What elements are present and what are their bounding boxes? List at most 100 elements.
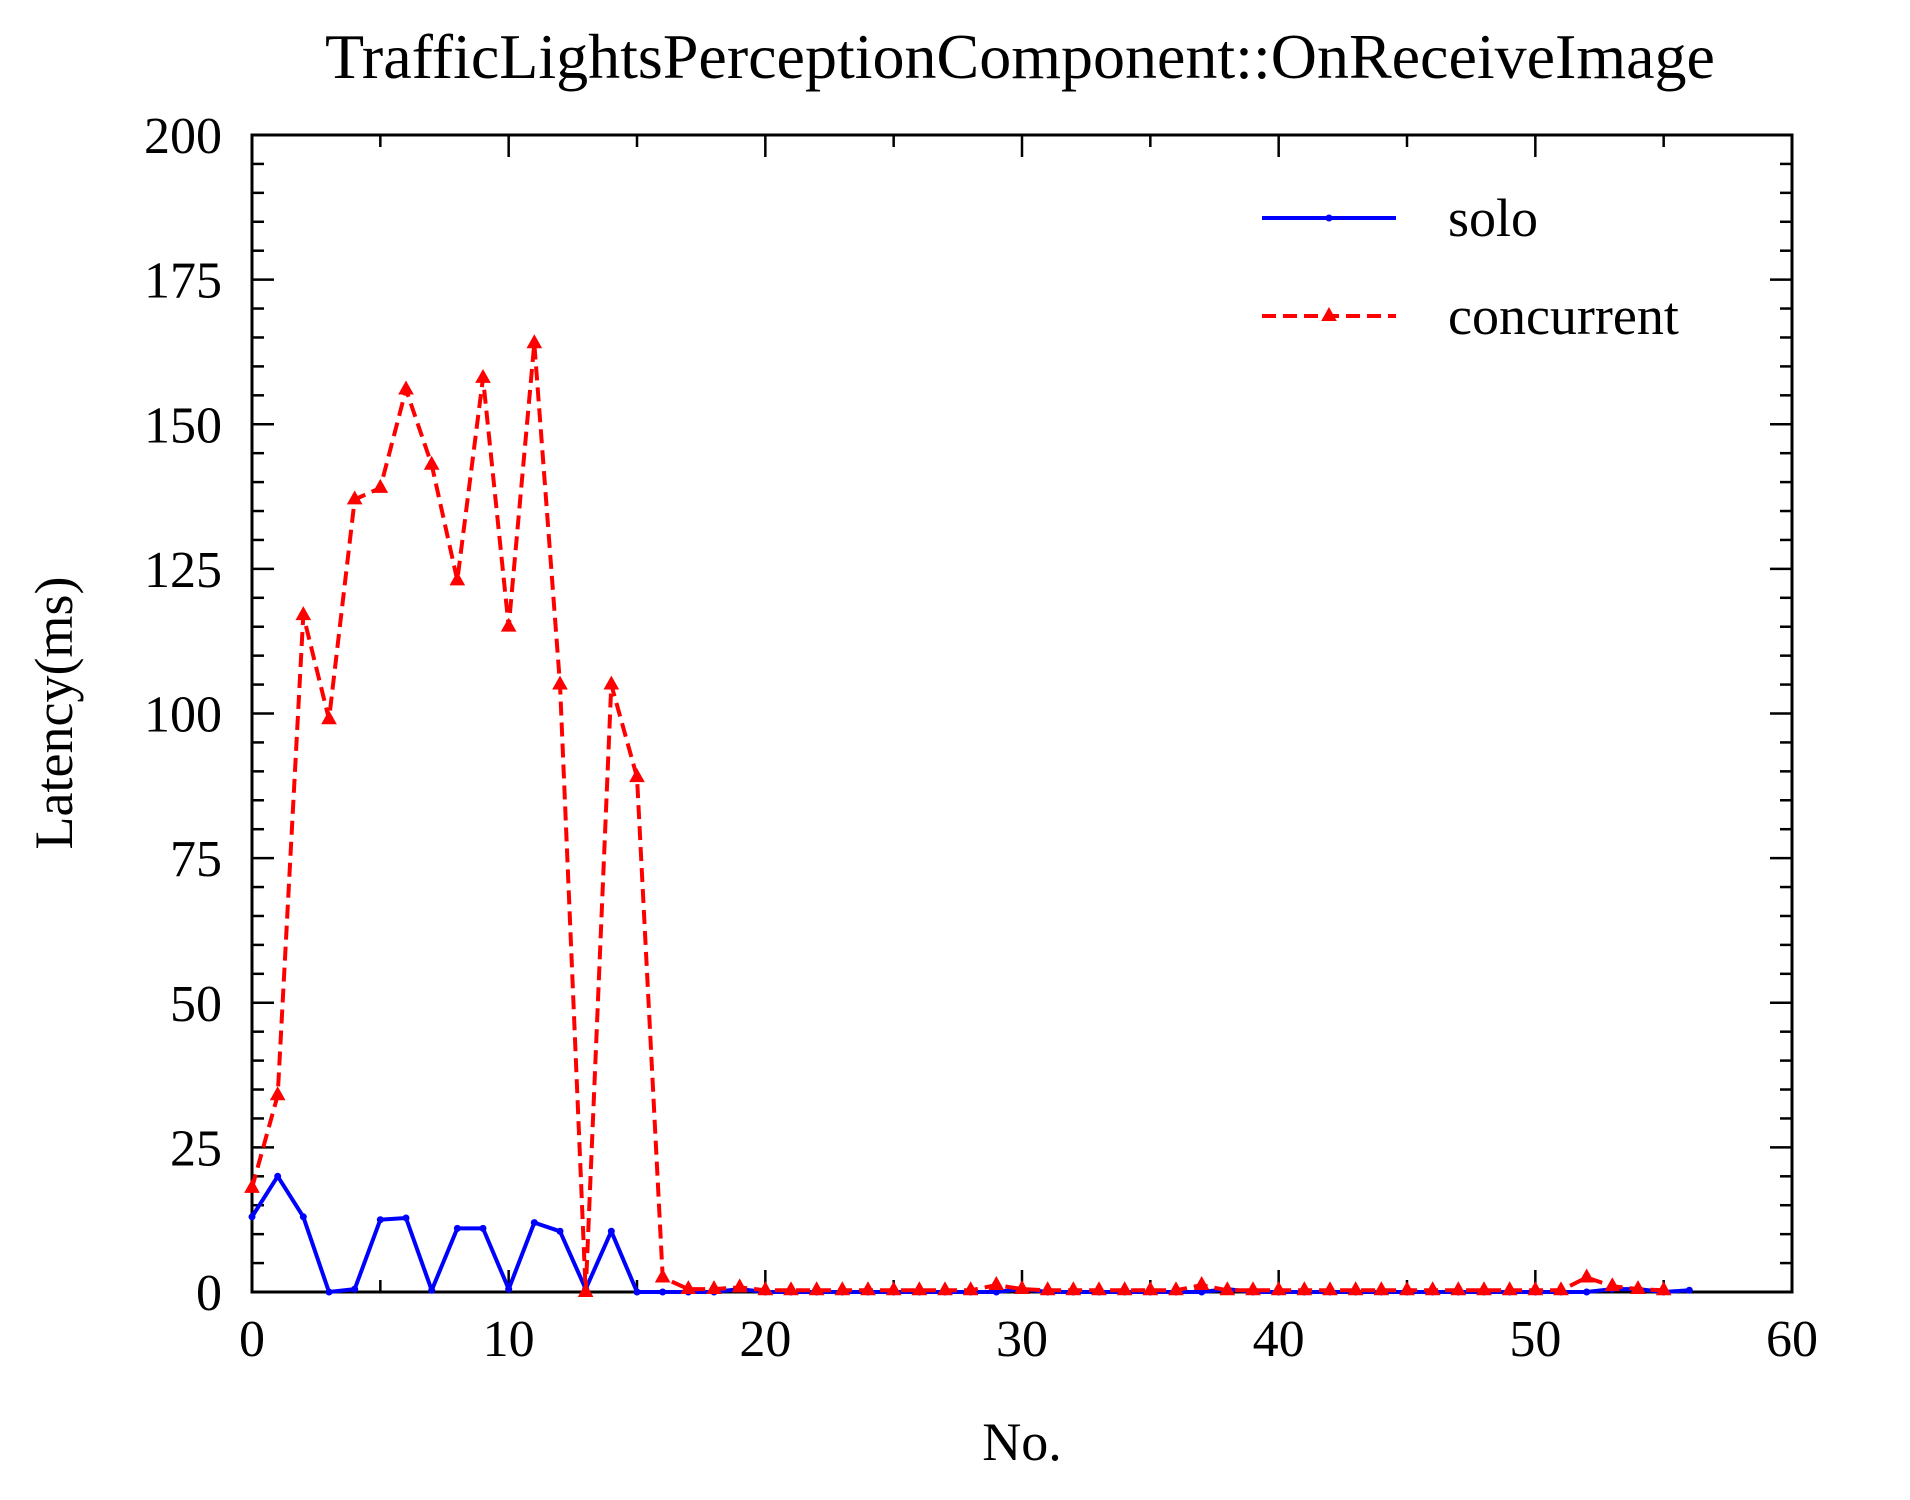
data-point-concurrent [860,1281,876,1296]
series-layer [244,334,1693,1297]
series-solo [248,1172,1693,1296]
data-point-concurrent [1424,1281,1441,1296]
data-point-concurrent [680,1280,697,1295]
data-point-solo [325,1288,333,1296]
data-point-concurrent [500,617,517,632]
data-point-concurrent [783,1281,799,1296]
y-tick-label: 50 [170,976,222,1033]
data-point-solo [376,1216,384,1224]
data-point-solo [1685,1286,1693,1294]
legend-label-concurrent: concurrent [1448,286,1679,346]
x-tick-label: 0 [239,1311,265,1368]
data-point-concurrent [1630,1280,1646,1295]
data-point-concurrent [988,1276,1005,1291]
data-point-concurrent [1091,1281,1107,1296]
data-point-concurrent [1347,1281,1364,1296]
legend-label-solo: solo [1448,188,1538,248]
data-point-concurrent [1604,1277,1621,1292]
data-point-concurrent [1245,1281,1261,1296]
data-point-solo [1198,1288,1206,1296]
data-point-solo [274,1172,282,1180]
data-point-concurrent [1553,1281,1569,1296]
data-point-concurrent [1270,1281,1287,1296]
data-point-concurrent [1373,1281,1390,1296]
data-point-concurrent [1450,1281,1467,1296]
data-point-concurrent [475,368,491,383]
y-tick-label: 125 [144,542,222,599]
data-point-solo [248,1213,256,1221]
data-point-solo [1583,1288,1591,1296]
data-point-concurrent [1527,1281,1544,1296]
data-point-concurrent [885,1281,902,1296]
data-point-solo [659,1288,667,1296]
series-line-concurrent [250,341,1664,1294]
data-point-concurrent [423,455,440,470]
data-point-solo [607,1227,615,1235]
data-point-concurrent [1296,1281,1313,1296]
data-point-concurrent [398,380,414,395]
x-tick-label: 40 [1253,1311,1305,1368]
data-point-concurrent [526,334,543,349]
y-tick-label: 0 [196,1265,222,1322]
data-point-solo [479,1224,487,1232]
data-point-concurrent [1116,1281,1133,1296]
data-point-concurrent [911,1281,928,1296]
data-point-concurrent [577,1283,594,1297]
data-point-concurrent [731,1278,748,1293]
data-point-concurrent [834,1281,851,1296]
data-point-solo [299,1213,307,1221]
series-line-solo [250,1174,1690,1294]
data-point-concurrent [1322,1281,1338,1296]
data-point-concurrent [1501,1281,1518,1296]
y-tick-label: 100 [144,687,222,744]
x-axis-label: No. [982,1412,1062,1472]
y-tick-label: 75 [170,831,222,888]
data-point-concurrent [603,675,620,690]
y-tick-label: 150 [144,397,222,454]
data-point-solo [453,1224,461,1232]
data-point-concurrent [1193,1276,1210,1291]
data-point-concurrent [1014,1280,1030,1295]
data-point-solo [992,1288,1000,1296]
data-point-concurrent [552,675,568,690]
data-point-concurrent [449,571,466,586]
x-tick-label: 20 [739,1311,791,1368]
y-tick-label: 200 [144,108,222,165]
data-point-concurrent [295,606,312,621]
axis-tick-labels: 0 10 20 30 40 50 60 0 25 50 75 100 125 150 175 200 [144,108,1818,1368]
data-point-concurrent [937,1281,953,1296]
y-axis-label: Latency(ms) [24,577,84,850]
data-point-concurrent [244,1178,260,1193]
data-point-solo [428,1286,436,1294]
data-point-concurrent [629,768,645,783]
series-concurrent [244,334,1672,1297]
data-point-concurrent [1476,1281,1492,1296]
x-tick-label: 50 [1509,1311,1561,1368]
data-point-solo [402,1214,410,1222]
data-point-solo [633,1288,641,1296]
data-point-concurrent [1065,1281,1082,1296]
data-point-concurrent [346,490,363,505]
data-point-solo [556,1227,564,1235]
data-point-concurrent [1168,1281,1184,1296]
data-point-solo [530,1219,538,1227]
x-tick-label: 30 [996,1311,1048,1368]
data-point-concurrent [321,710,337,725]
data-point-concurrent [1219,1281,1236,1296]
y-tick-label: 175 [144,253,222,310]
data-point-concurrent [808,1281,825,1296]
x-tick-label: 60 [1766,1311,1818,1368]
data-point-concurrent [372,478,389,493]
data-point-concurrent [1655,1281,1672,1296]
data-point-concurrent [706,1280,722,1295]
legend-marker-concurrent [1321,307,1337,321]
y-tick-label: 25 [170,1120,222,1177]
data-point-concurrent [654,1268,671,1283]
chart-title: TrafficLightsPerceptionComponent::OnRece… [325,21,1715,92]
data-point-concurrent [1142,1281,1159,1296]
data-point-concurrent [1399,1281,1415,1296]
data-point-concurrent [757,1281,774,1296]
data-point-concurrent [269,1086,286,1101]
legend-marker-solo [1325,214,1333,222]
